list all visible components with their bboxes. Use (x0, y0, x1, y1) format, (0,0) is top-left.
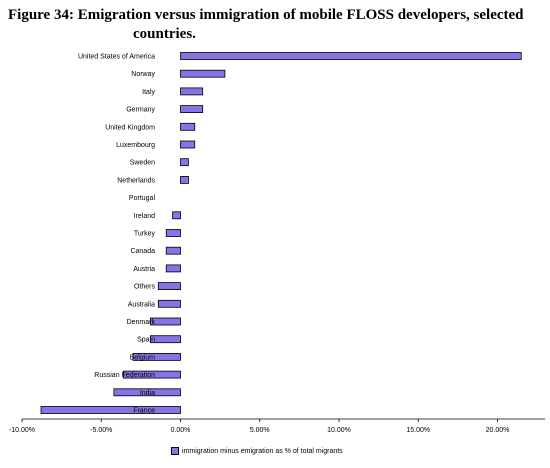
category-label: India (140, 390, 155, 397)
bar-italy (180, 87, 204, 96)
category-label: Luxembourg (116, 142, 155, 149)
x-tick-label: 10.00% (327, 427, 351, 434)
bar-belgium (132, 352, 181, 361)
bar-united-kingdom (180, 122, 196, 131)
category-label: Denmark (127, 319, 156, 326)
category-label: Others (134, 284, 156, 291)
bar-sweden (180, 158, 189, 167)
category-label: Ireland (134, 213, 156, 220)
bar-australia (157, 299, 181, 308)
bar-luxembourg (180, 140, 196, 149)
bar-ireland (172, 211, 181, 220)
category-label: Italy (142, 89, 155, 96)
category-label: Norway (131, 71, 155, 78)
category-label: United States of America (78, 54, 155, 61)
category-label: Australia (128, 301, 155, 308)
x-tick-label: 0.00% (171, 427, 191, 434)
category-label: Canada (130, 248, 155, 255)
chart-title-line1: Figure 34: Emigration versus immigration… (8, 7, 524, 23)
bar-turkey (165, 229, 181, 237)
category-label: Netherlands (117, 177, 155, 184)
category-label: Spain (137, 337, 155, 344)
category-label: Russian Federation (94, 372, 155, 379)
x-tick-label: 15.00% (406, 427, 430, 434)
category-label: Portugal (129, 195, 156, 202)
bar-spain (149, 335, 181, 344)
chart-title-line2: countries. (133, 26, 196, 42)
category-label: Sweden (130, 160, 155, 167)
category-label: Germany (126, 107, 155, 114)
category-label: United Kingdom (105, 124, 155, 131)
bar-canada (165, 246, 181, 255)
bar-germany (180, 105, 204, 113)
bar-norway (180, 69, 226, 78)
legend-swatch (171, 447, 179, 455)
bar-austria (165, 264, 181, 273)
x-tick-label: 5.00% (250, 427, 270, 434)
bar-russian-federation (123, 370, 181, 379)
x-tick-label: -5.00% (90, 427, 112, 434)
legend: immigration minus emigration as % of tot… (171, 444, 343, 458)
chart-title: Figure 34: Emigration versus immigration… (8, 6, 538, 44)
x-tick-label: -10.00% (9, 427, 35, 434)
bar-netherlands (180, 175, 189, 184)
x-tick-label: 20.00% (486, 427, 510, 434)
category-label: Austria (133, 266, 155, 273)
bar-france (40, 406, 181, 414)
category-label: France (133, 408, 155, 415)
bar-denmark (149, 317, 181, 326)
bar-others (157, 282, 181, 291)
legend-label: immigration minus emigration as % of tot… (182, 447, 343, 455)
category-label: Belgium (130, 354, 155, 361)
bar-united-states-of-america (180, 52, 522, 60)
bar-india (113, 388, 181, 397)
category-label: Turkey (134, 231, 156, 238)
